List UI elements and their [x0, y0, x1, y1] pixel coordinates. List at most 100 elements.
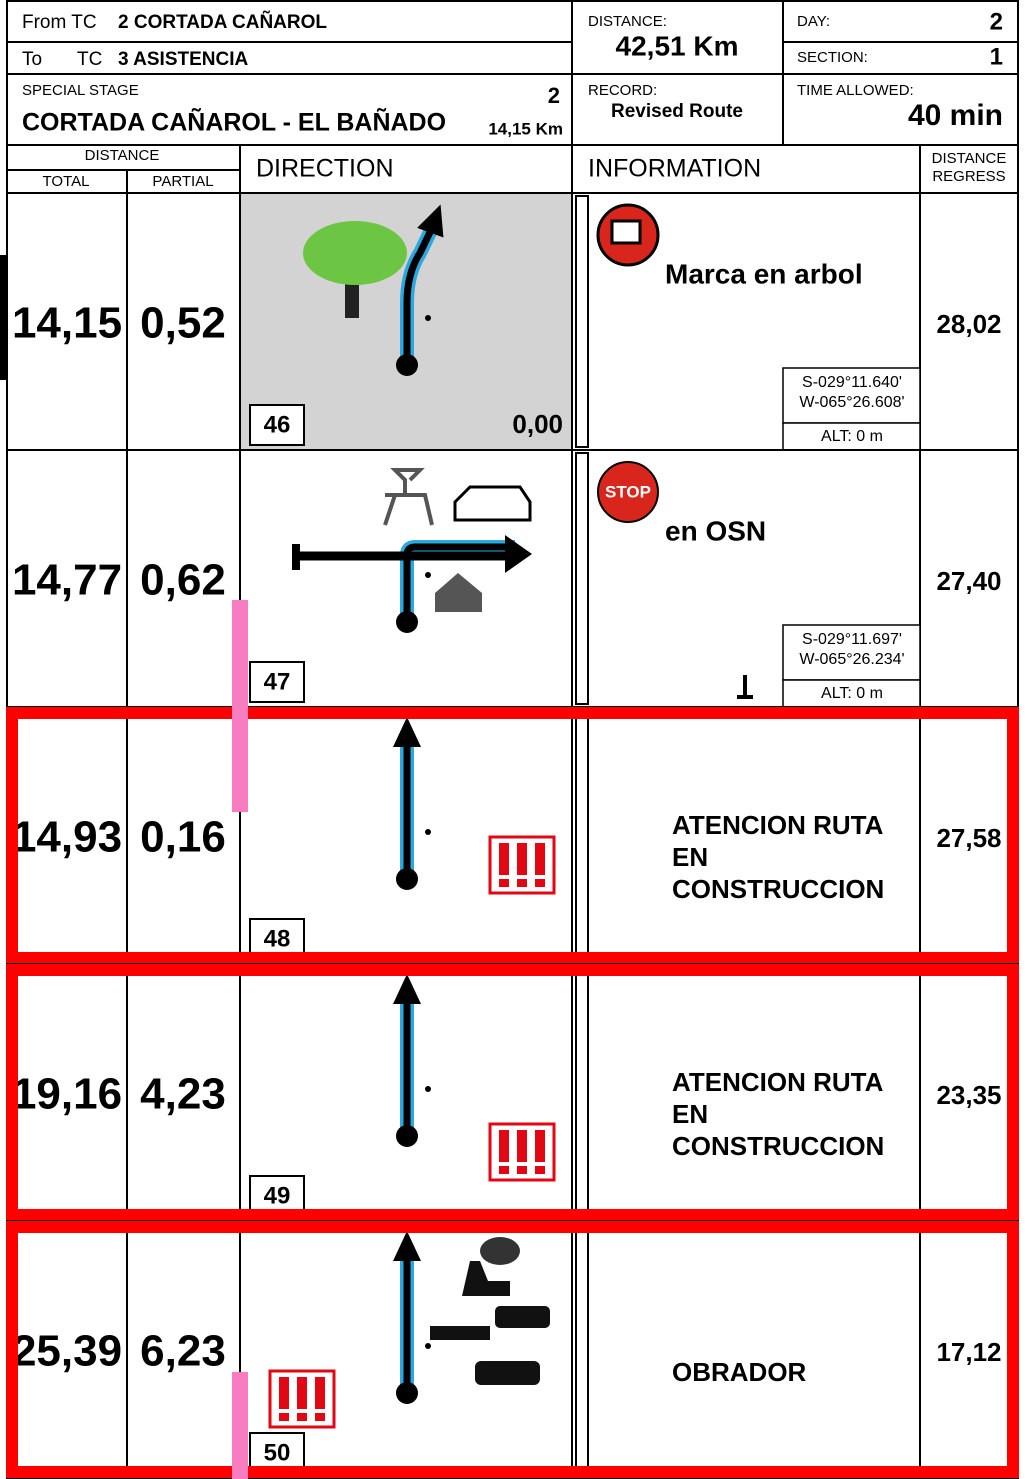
- warning-dot: [535, 1166, 545, 1174]
- info-text: CONSTRUCCION: [672, 1131, 884, 1161]
- partial-distance: 0,62: [140, 556, 226, 605]
- warning-dot: [499, 1166, 509, 1174]
- section: 1: [990, 43, 1003, 70]
- warning-dot: [499, 879, 509, 887]
- warning-dot: [297, 1413, 307, 1421]
- record: Revised Route: [611, 101, 743, 122]
- start-dot: [396, 611, 418, 633]
- altitude: ALT: 0 m: [821, 685, 883, 702]
- warning-bang: [279, 1377, 289, 1409]
- gap-col: [575, 966, 589, 1219]
- tower: [383, 468, 434, 526]
- gap-col: [575, 452, 589, 705]
- road-end: [292, 544, 300, 570]
- start-dot: [396, 354, 418, 376]
- side-dot: [425, 1343, 431, 1349]
- from-label: From TC: [22, 12, 97, 33]
- stop-icon: [597, 461, 659, 523]
- stage-label: SPECIAL STAGE: [22, 82, 139, 99]
- col-total: TOTAL: [43, 173, 90, 190]
- distance-label: DISTANCE:: [588, 13, 667, 30]
- box-number: 49: [264, 1182, 291, 1209]
- total-distance: 14,15: [12, 299, 122, 348]
- box-frame: [249, 661, 305, 703]
- stage-length: 14,15 Km: [488, 119, 563, 138]
- antenna-icon: [737, 675, 753, 699]
- side-dot: [425, 572, 431, 578]
- time-allowed: 40 min: [908, 99, 1003, 132]
- barn: [453, 485, 532, 522]
- time-label: TIME ALLOWED:: [797, 82, 914, 99]
- longitude: W-065°26.234': [799, 651, 904, 668]
- coords-box: [782, 624, 921, 681]
- gap-col: [575, 195, 589, 448]
- info-text: en OSN: [665, 515, 766, 546]
- box-number: 47: [264, 668, 291, 695]
- coords-box: [782, 367, 921, 424]
- warning-dot: [517, 879, 527, 887]
- side-dot: [425, 829, 431, 835]
- distance-regress: 17,12: [936, 1337, 1001, 1367]
- info-text: CONSTRUCCION: [672, 874, 884, 904]
- alert-frame: [6, 707, 1019, 964]
- partial-distance: 0,16: [140, 813, 226, 862]
- flag: [610, 219, 642, 245]
- box-number: 50: [264, 1439, 291, 1466]
- warning-bang: [535, 1130, 545, 1162]
- arrow-head: [505, 535, 532, 573]
- warning-icon: [488, 835, 556, 895]
- warning-dot: [315, 1413, 325, 1421]
- warning-bang: [499, 843, 509, 875]
- warning-bang: [517, 1130, 527, 1162]
- day: 2: [990, 8, 1003, 35]
- day-label: DAY:: [797, 13, 830, 30]
- side-dot: [425, 315, 431, 321]
- total-distance: 25,39: [12, 1327, 122, 1376]
- arrow-head: [393, 717, 421, 747]
- stop-label: STOP: [605, 482, 651, 501]
- arrow-head: [393, 1231, 421, 1261]
- arrow-head: [417, 204, 444, 238]
- side-dot: [425, 1086, 431, 1092]
- col-partial: PARTIAL: [152, 173, 213, 190]
- warning-dot: [279, 1413, 289, 1421]
- info-text: ATENCION RUTA: [672, 1067, 884, 1097]
- highlight-bar: [232, 1372, 248, 1479]
- info-text: OBRADOR: [672, 1357, 807, 1387]
- alert-frame: [6, 964, 1019, 1221]
- house: [435, 573, 482, 612]
- from: 2 CORTADA CAÑAROL: [118, 11, 327, 33]
- alt-box: [782, 422, 921, 451]
- to-tc: TC: [77, 49, 102, 70]
- latitude: S-029°11.697': [802, 631, 902, 648]
- warning-dot: [535, 879, 545, 887]
- col-information: INFORMATION: [588, 155, 761, 183]
- partial-distance: 4,23: [140, 1070, 226, 1119]
- gap-col: [575, 709, 589, 962]
- side-mark: [0, 255, 7, 380]
- warning-bang: [297, 1377, 307, 1409]
- truck: [430, 1326, 490, 1340]
- point-distance: 0,00: [512, 409, 563, 439]
- distance-regress: 28,02: [936, 309, 1001, 339]
- warning-bang: [535, 843, 545, 875]
- warning-icon: [488, 1122, 556, 1182]
- col-distance: DISTANCE: [85, 147, 160, 164]
- info-text: EN: [672, 842, 708, 872]
- start-dot: [396, 1125, 418, 1147]
- factory: [462, 1261, 510, 1296]
- warning-bang: [517, 843, 527, 875]
- col-regress: REGRESS: [932, 168, 1005, 185]
- latitude: S-029°11.640': [802, 374, 902, 391]
- partial-distance: 0,52: [140, 299, 226, 348]
- section-label: SECTION:: [797, 49, 868, 66]
- info-text: ATENCION RUTA: [672, 810, 884, 840]
- highlight-bar: [232, 600, 248, 812]
- alert-frame: [6, 1221, 1019, 1478]
- total-distance: 19,16: [12, 1070, 122, 1119]
- distance-regress: 27,58: [936, 823, 1001, 853]
- smoke: [480, 1237, 520, 1265]
- col-direction: DIRECTION: [256, 155, 394, 183]
- partial-distance: 6,23: [140, 1327, 226, 1376]
